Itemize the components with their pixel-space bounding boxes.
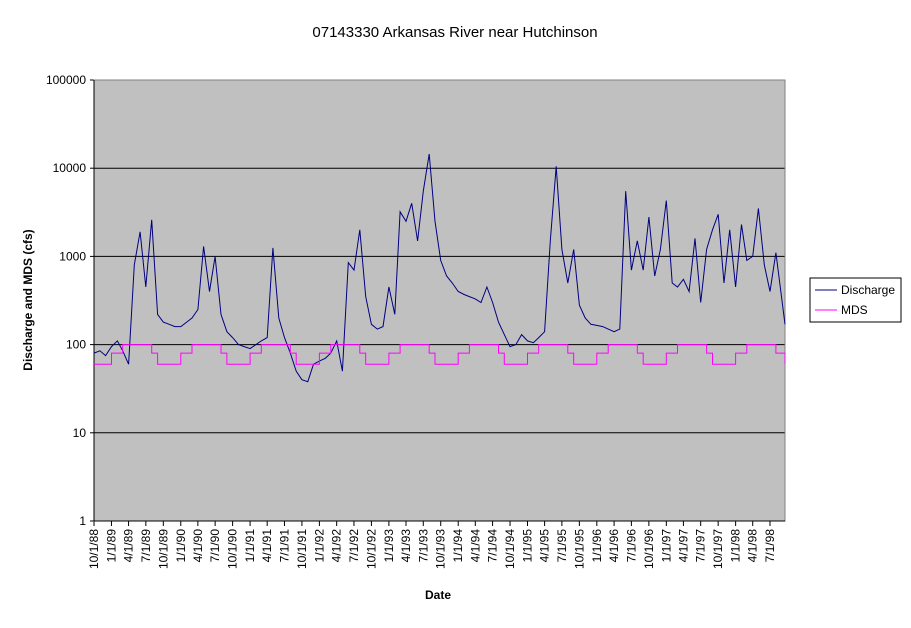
x-tick-label: 10/1/91 <box>295 529 309 569</box>
y-axis-label: Discharge and MDS (cfs) <box>21 229 35 370</box>
x-tick-label: 10/1/97 <box>711 529 725 569</box>
x-tick-label: 1/1/98 <box>729 529 743 563</box>
x-tick-label: 7/1/94 <box>486 529 500 563</box>
y-tick-label: 10 <box>73 426 87 440</box>
x-tick-label: 7/1/98 <box>763 529 777 563</box>
plot-area <box>94 80 785 521</box>
x-tick-label: 1/1/90 <box>174 529 188 563</box>
y-tick-label: 1000 <box>59 249 86 263</box>
x-tick-label: 7/1/93 <box>416 529 430 563</box>
x-tick-label: 10/1/95 <box>572 529 586 569</box>
x-tick-label: 7/1/89 <box>139 529 153 563</box>
x-tick-label: 4/1/95 <box>538 529 552 563</box>
y-tick-label: 10000 <box>53 161 87 175</box>
x-tick-label: 4/1/93 <box>399 529 413 563</box>
y-tick-label: 100000 <box>46 73 86 87</box>
x-tick-label: 4/1/89 <box>122 529 136 563</box>
x-tick-label: 7/1/91 <box>277 529 291 563</box>
x-tick-label: 10/1/88 <box>87 529 101 569</box>
x-tick-label: 1/1/92 <box>312 529 326 563</box>
x-tick-label: 4/1/94 <box>468 529 482 563</box>
x-tick-label: 7/1/90 <box>208 529 222 563</box>
x-tick-label: 1/1/95 <box>521 529 535 563</box>
x-tick-label: 4/1/97 <box>676 529 690 563</box>
x-tick-label: 4/1/92 <box>330 529 344 563</box>
x-tick-label: 10/1/96 <box>642 529 656 569</box>
x-tick-label: 1/1/91 <box>243 529 257 563</box>
x-tick-label: 10/1/90 <box>226 529 240 569</box>
x-tick-label: 7/1/96 <box>624 529 638 563</box>
legend-label: Discharge <box>841 283 895 297</box>
x-tick-label: 7/1/95 <box>555 529 569 563</box>
x-tick-label: 4/1/90 <box>191 529 205 563</box>
x-tick-label: 10/1/94 <box>503 529 517 569</box>
data-line <box>93 153 786 383</box>
x-tick-label: 4/1/91 <box>260 529 274 563</box>
x-tick-label: 4/1/98 <box>746 529 760 563</box>
chart-title: 07143330 Arkansas River near Hutchinson <box>312 24 597 41</box>
data-line <box>94 344 786 365</box>
legend-label: MDS <box>841 303 868 317</box>
x-tick-label: 7/1/92 <box>347 529 361 563</box>
legend-box <box>809 277 902 323</box>
x-tick-label: 1/1/93 <box>382 529 396 563</box>
x-tick-label: 10/1/92 <box>364 529 378 569</box>
x-tick-label: 1/1/94 <box>451 529 465 563</box>
x-tick-label: 1/1/89 <box>104 529 118 563</box>
y-tick-label: 100 <box>66 338 86 352</box>
x-tick-label: 1/1/97 <box>659 529 673 563</box>
x-tick-label: 7/1/97 <box>694 529 708 563</box>
x-tick-label: 4/1/96 <box>607 529 621 563</box>
x-axis-label: Date <box>425 588 451 602</box>
x-tick-label: 10/1/89 <box>156 529 170 569</box>
y-tick-label: 1 <box>79 514 86 528</box>
x-tick-label: 10/1/93 <box>434 529 448 569</box>
x-tick-label: 1/1/96 <box>590 529 604 563</box>
